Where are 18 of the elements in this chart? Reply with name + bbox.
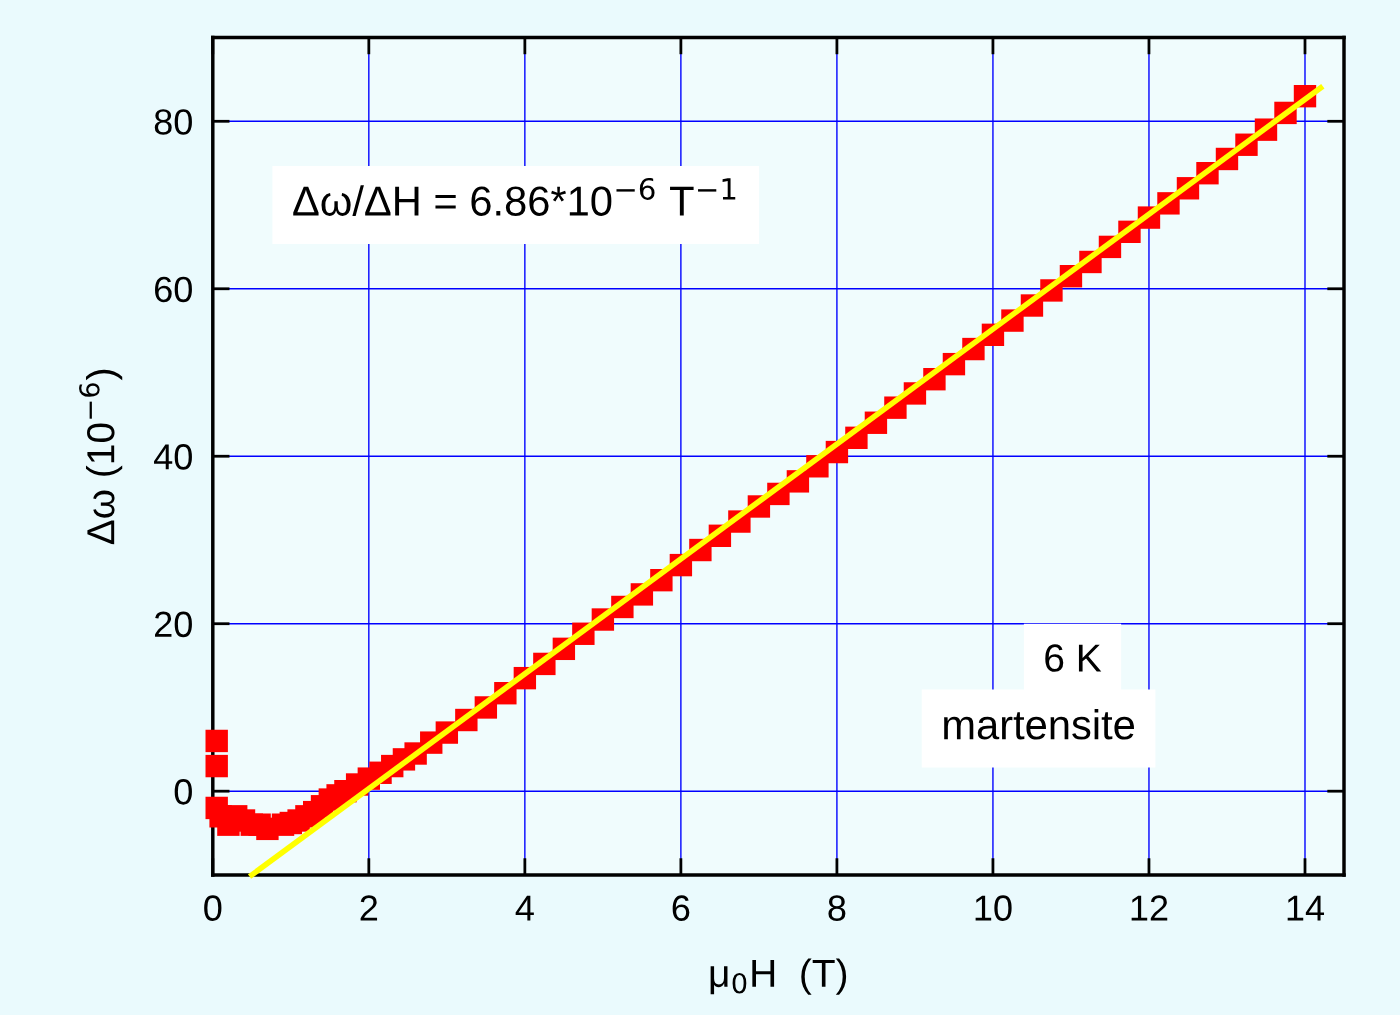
x-tick-label: 8 xyxy=(828,895,846,921)
annotation: martensite xyxy=(944,708,1134,740)
x-tick-label: 12 xyxy=(1131,895,1168,921)
x-tick-label: 10 xyxy=(975,895,1012,921)
y-tick-label: 20 xyxy=(155,611,192,638)
x-tick-label: 2 xyxy=(360,895,378,921)
y-axis-title: Δω (10$^{−6}$) xyxy=(79,369,123,545)
y-tick-label: 0 xyxy=(174,779,192,805)
y-tick-label: 40 xyxy=(154,444,192,470)
y-tick-label: 60 xyxy=(155,276,192,303)
x-axis-title: μ$_{0}$H (T) xyxy=(710,958,847,995)
y-tick-label: 80 xyxy=(154,109,192,135)
x-tick-label: 0 xyxy=(204,895,222,921)
x-tick-label: 6 xyxy=(672,895,690,921)
annotation: 6 K xyxy=(1045,644,1102,672)
x-tick-label: 14 xyxy=(1287,895,1325,921)
annotation: Δω/ΔH = 6.86*10$^{−6}$ T$^{−1}$ xyxy=(293,177,736,216)
x-tick-label: 4 xyxy=(515,895,534,921)
